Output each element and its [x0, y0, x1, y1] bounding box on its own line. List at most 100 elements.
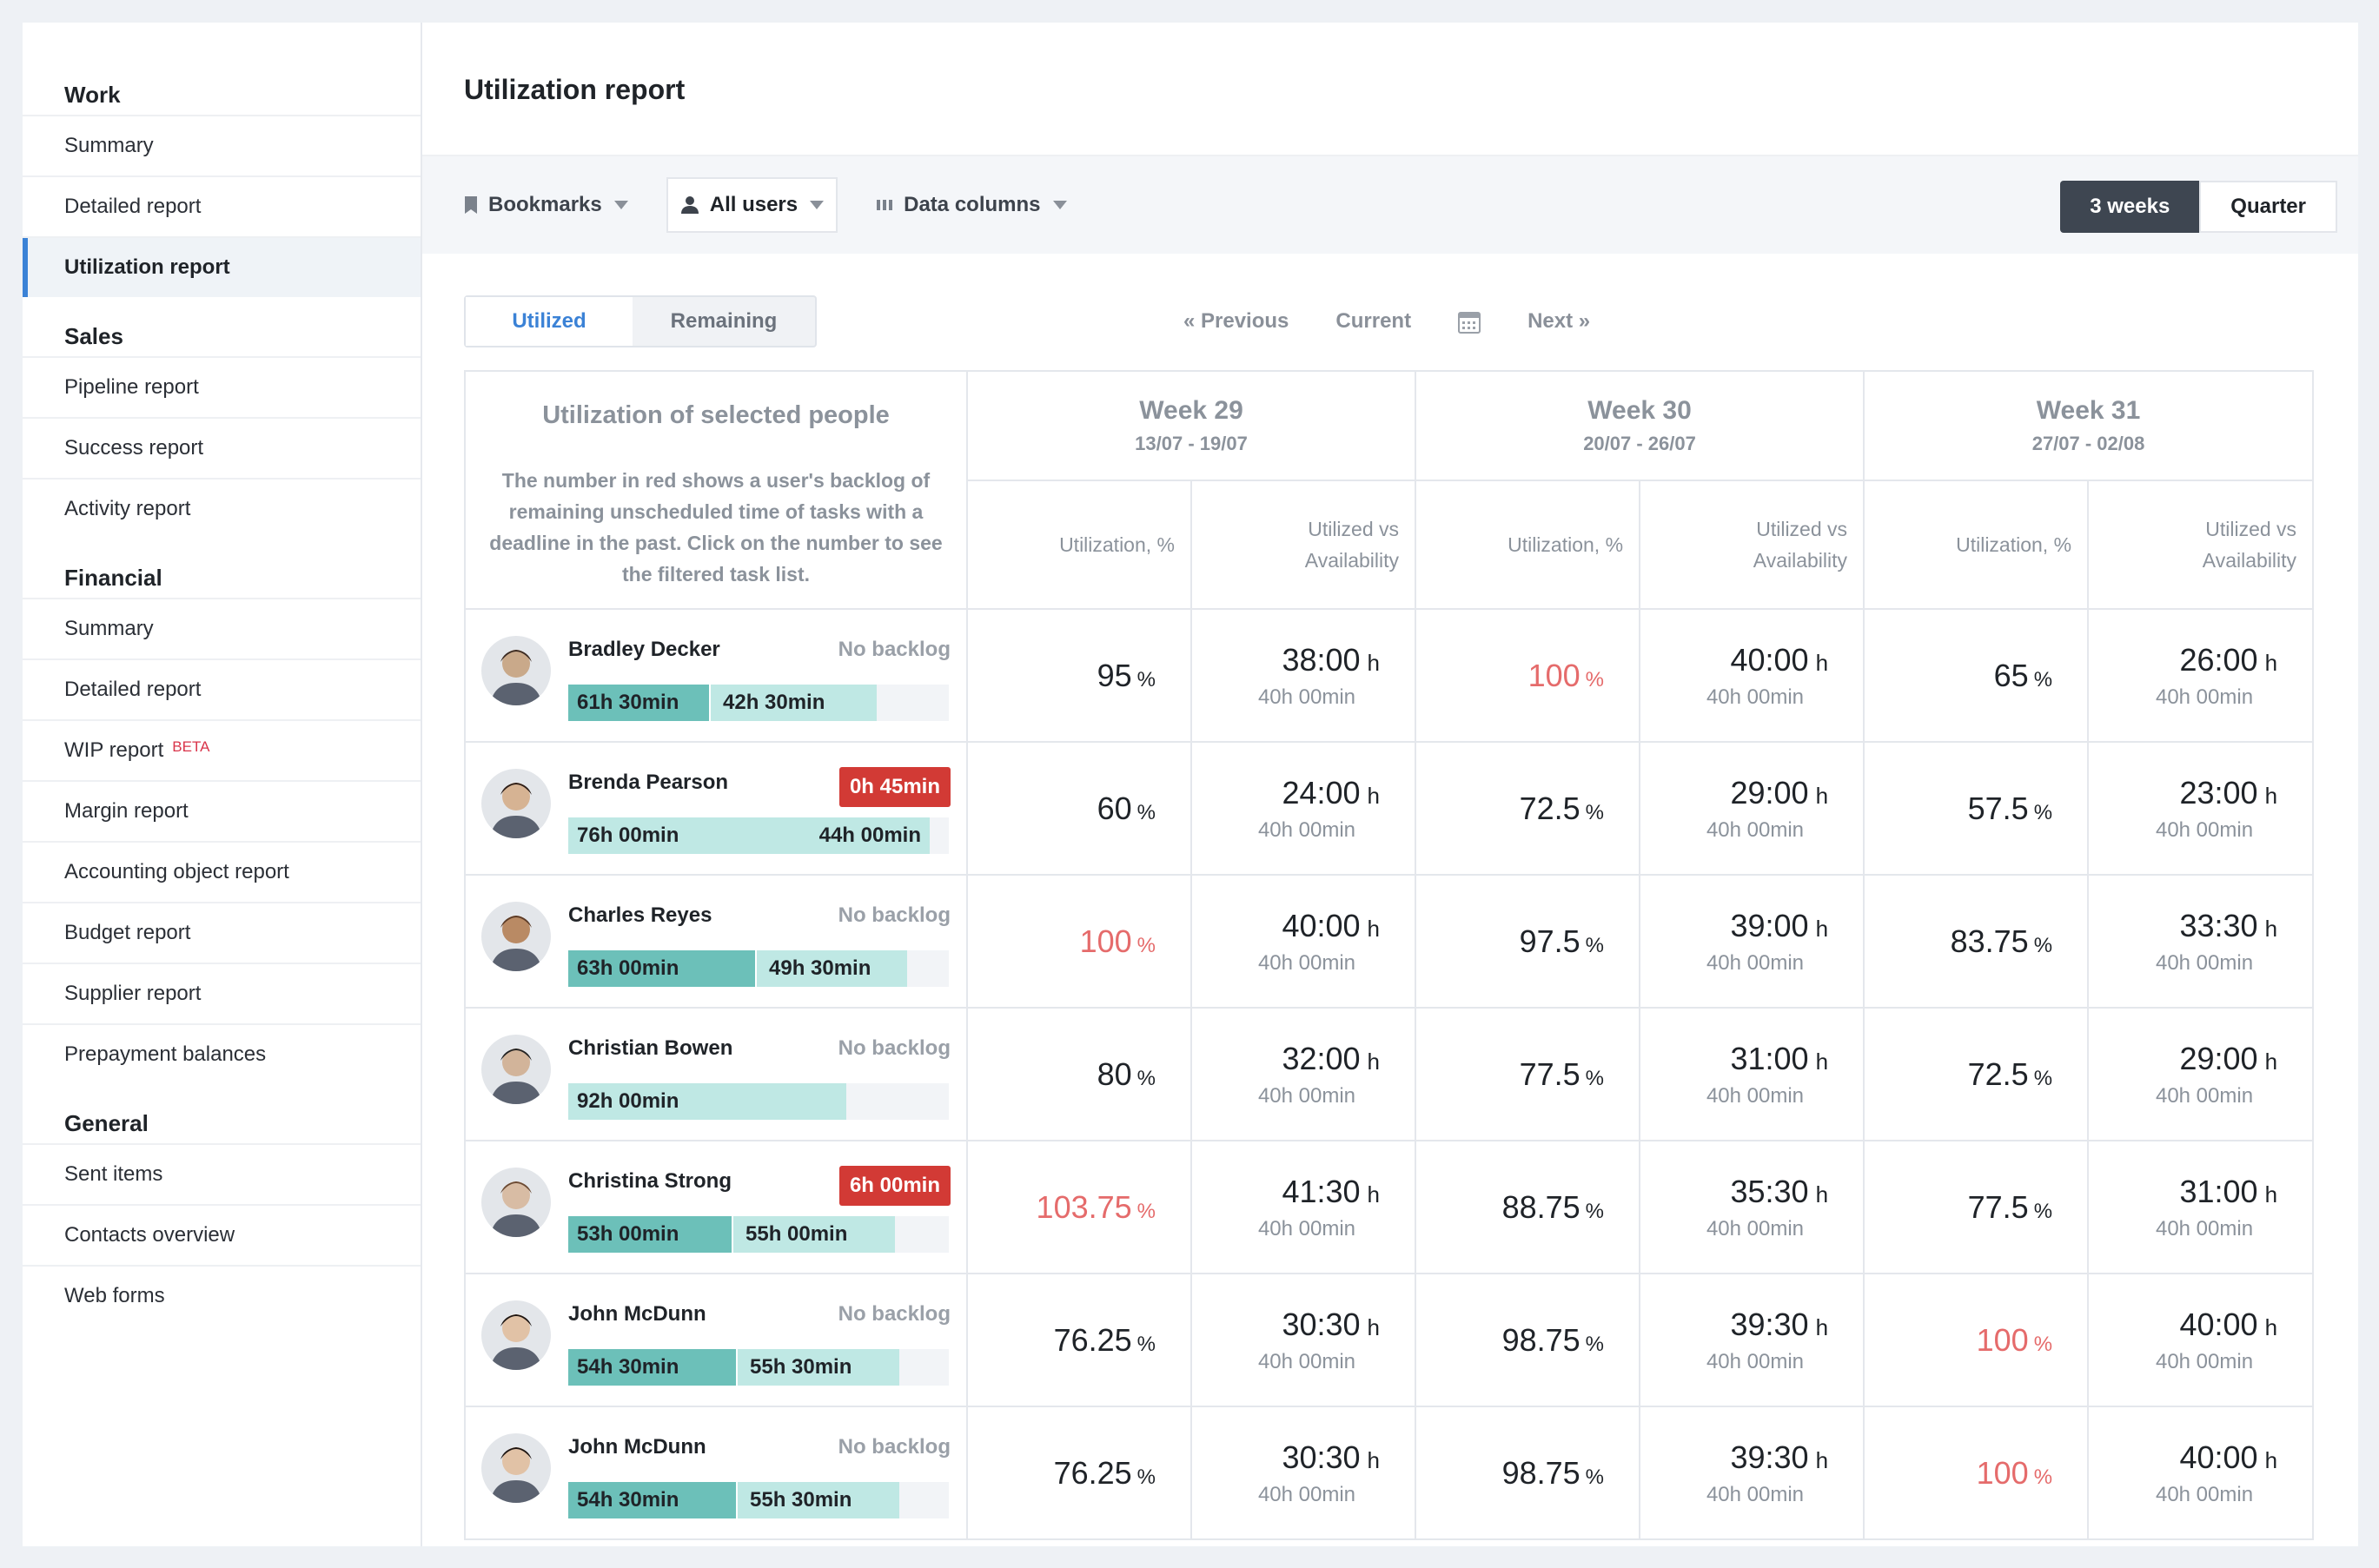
main-panel: Utilization report Bookmarks All users D… [422, 23, 2358, 1546]
sidebar-section-title: Sales [64, 323, 123, 349]
period-3-weeks-button[interactable]: 3 weeks [2060, 181, 2200, 233]
bar-remaining-segment: 55h 00min [732, 1216, 895, 1253]
period-quarter-button[interactable]: Quarter [2199, 181, 2337, 233]
column-label: Availability [1753, 549, 1848, 572]
week-range: 20/07 - 26/07 [1583, 433, 1696, 454]
utilized-hours: 40:00 [2179, 1439, 2258, 1475]
users-filter-button[interactable]: All users [666, 177, 838, 233]
sidebar-item-success-report[interactable]: Success report [23, 417, 421, 478]
utilization-percent-cell: 60% [966, 741, 1192, 876]
utilization-percent-cell: 83.75% [1863, 874, 2090, 1009]
week-range: 27/07 - 02/08 [2031, 433, 2145, 454]
percent-unit: % [2033, 933, 2053, 957]
sidebar-item-wip-report[interactable]: WIP report BETA [23, 719, 421, 780]
sidebar-item-supplier-report[interactable]: Supplier report [23, 963, 421, 1023]
utilized-vs-availability-cell: 41:30 h 40h 00min [1190, 1140, 1417, 1274]
backlog-badge[interactable]: 0h 45min [838, 767, 951, 807]
utilization-value: 95 [1097, 657, 1132, 693]
bookmarks-button[interactable]: Bookmarks [464, 179, 628, 231]
utilization-value: 65 [1993, 657, 2029, 693]
calendar-button[interactable] [1458, 309, 1481, 334]
sidebar-item-sent-items[interactable]: Sent items [23, 1143, 421, 1204]
table-intro-cell: Utilization of selected people The number… [464, 370, 968, 610]
sidebar-item-web-forms[interactable]: Web forms [23, 1265, 421, 1326]
hour-unit: h [1367, 1048, 1381, 1075]
sidebar-item-label: WIP report [64, 738, 164, 762]
column-label: Utilization, % [1059, 533, 1175, 556]
sidebar-item-budget-report[interactable]: Budget report [23, 902, 421, 963]
sidebar-item-summary[interactable]: Summary [23, 598, 421, 658]
previous-link[interactable]: « Previous [1183, 309, 1289, 333]
bar-utilized-segment: 61h 30min [568, 685, 709, 721]
utilization-bar: 54h 30min 55h 30min [568, 1482, 949, 1518]
tab-utilized[interactable]: Utilized [466, 297, 633, 346]
hour-unit: h [1815, 1446, 1829, 1473]
utilized-hours: 23:00 [2179, 774, 2258, 810]
sidebar-item-activity-report[interactable]: Activity report [23, 478, 421, 539]
sidebar-item-label: Sent items [64, 1162, 163, 1186]
week-header: Week 29 13/07 - 19/07 [965, 370, 1417, 481]
percent-unit: % [1585, 1332, 1605, 1356]
sidebar-item-utilization-report[interactable]: Utilization report [23, 236, 421, 297]
bar-label: 49h 30min [769, 956, 871, 980]
bar-label: 42h 30min [723, 691, 825, 714]
page-title: Utilization report [422, 23, 2358, 156]
utilized-vs-availability-cell: 39:00 h 40h 00min [1639, 874, 1865, 1009]
backlog-badge: No backlog [838, 1302, 951, 1326]
utilized-vs-availability-cell: 39:30 h 40h 00min [1639, 1273, 1865, 1407]
utilized-vs-availability-cell: 31:00 h 40h 00min [1639, 1007, 1865, 1141]
availability-hours: 40h 00min [1257, 1083, 1356, 1108]
availability-hours: 40h 00min [2155, 1482, 2254, 1506]
percent-unit: % [2033, 1332, 2053, 1356]
backlog-badge[interactable]: 6h 00min [838, 1166, 951, 1206]
percent-unit: % [1136, 667, 1156, 691]
table-row: Christina Strong 6h 00min 53h 00min 55h 00m… [464, 1140, 2315, 1274]
utilized-vs-availability-cell: 35:30 h 40h 00min [1639, 1140, 1865, 1274]
sidebar-item-accounting-object-report[interactable]: Accounting object report [23, 841, 421, 902]
sidebar-item-margin-report[interactable]: Margin report [23, 780, 421, 841]
next-link[interactable]: Next » [1527, 309, 1591, 333]
utilization-value: 77.5 [1519, 1055, 1580, 1092]
percent-unit: % [2033, 1199, 2053, 1223]
utilized-hours: 35:30 [1730, 1173, 1809, 1209]
tab-remaining[interactable]: Remaining [670, 309, 778, 333]
data-columns-button[interactable]: Data columns [876, 179, 1067, 231]
sidebar-item-detailed-report[interactable]: Detailed report [23, 658, 421, 719]
hour-unit: h [2264, 1181, 2278, 1207]
utilized-vs-availability-cell: 30:30 h 40h 00min [1190, 1273, 1417, 1407]
current-link[interactable]: Current [1335, 309, 1412, 333]
person-cell: John McDunn No backlog 54h 30min 55h 30min [464, 1273, 968, 1407]
sidebar-item-pipeline-report[interactable]: Pipeline report [23, 356, 421, 417]
utilized-vs-availability-cell: 40:00 h 40h 00min [2087, 1406, 2315, 1540]
hour-unit: h [2264, 1313, 2278, 1340]
availability-hours: 40h 00min [1257, 1482, 1356, 1506]
sidebar-item-detailed-report[interactable]: Detailed report [23, 175, 421, 236]
availability-hours: 40h 00min [2155, 1349, 2254, 1373]
utilized-vs-availability-cell: 23:00 h 40h 00min [2087, 741, 2315, 876]
person-cell: Bradley Decker No backlog 61h 30min 42h 30m… [464, 608, 968, 743]
table-row: John McDunn No backlog 54h 30min 55h 30min 7… [464, 1273, 2315, 1407]
person-name: John McDunn [568, 1435, 706, 1459]
utilization-value: 100 [1079, 923, 1132, 959]
sidebar-item-summary[interactable]: Summary [23, 115, 421, 175]
utilization-percent-cell: 72.5% [1863, 1007, 2090, 1141]
hour-unit: h [1815, 915, 1829, 942]
utilization-percent-cell: 76.25% [966, 1406, 1192, 1540]
availability-hours: 40h 00min [1706, 817, 1805, 842]
utilized-hours: 30:30 [1282, 1439, 1361, 1475]
sidebar-item-prepayment-balances[interactable]: Prepayment balances [23, 1023, 421, 1084]
utilization-value: 88.75 [1501, 1188, 1580, 1225]
sidebar-item-label: Success report [64, 436, 204, 460]
user-icon [680, 196, 699, 214]
avatar [481, 1300, 551, 1370]
utilization-value: 100 [1527, 657, 1580, 693]
person-name: Brenda Pearson [568, 771, 729, 794]
sidebar-item-label: Budget report [64, 921, 191, 944]
sidebar-item-contacts-overview[interactable]: Contacts overview [23, 1204, 421, 1265]
utilization-value: 100 [1976, 1454, 2029, 1491]
sidebar-item-label: Accounting object report [64, 860, 289, 883]
hour-unit: h [1815, 1181, 1829, 1207]
week-name: Week 30 [1587, 396, 1692, 425]
person-name: John McDunn [568, 1302, 706, 1326]
percent-unit: % [1585, 1066, 1605, 1090]
